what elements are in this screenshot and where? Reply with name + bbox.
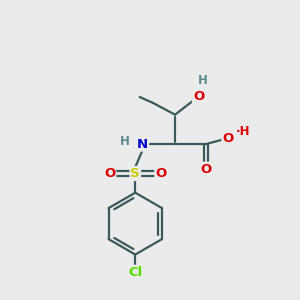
Text: ·H: ·H: [236, 125, 250, 138]
Text: O: O: [222, 132, 234, 145]
Text: H: H: [197, 74, 207, 87]
Text: Cl: Cl: [128, 266, 142, 279]
Text: O: O: [193, 90, 204, 103]
Text: H: H: [120, 135, 130, 148]
Text: O: O: [155, 167, 167, 180]
Text: N: N: [137, 138, 148, 151]
Text: S: S: [130, 167, 140, 180]
Text: O: O: [200, 163, 211, 176]
Text: O: O: [104, 167, 115, 180]
